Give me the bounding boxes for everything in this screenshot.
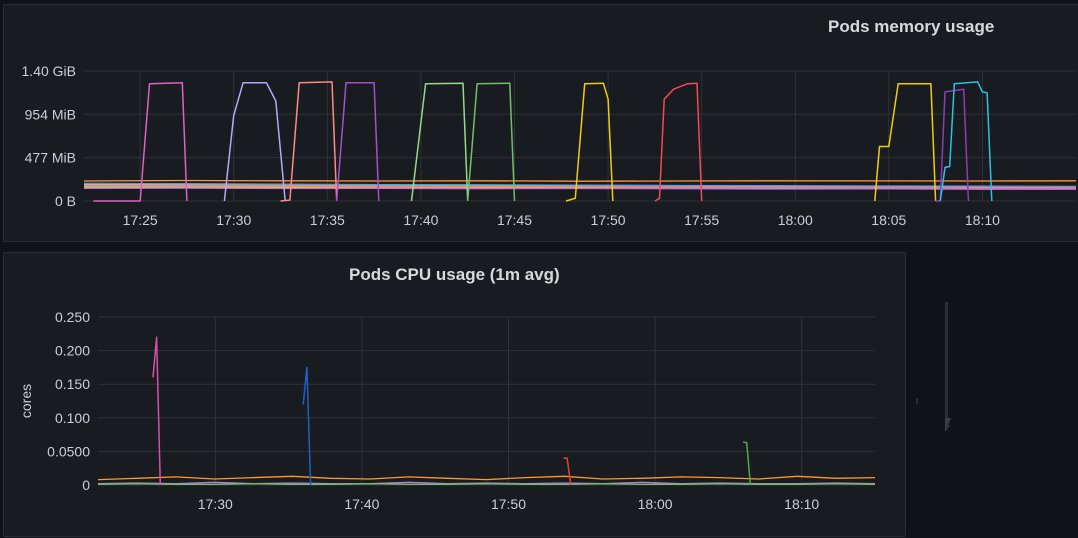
y-tick-label: 0.0500 xyxy=(47,443,90,459)
series-line[interactable] xyxy=(566,83,613,201)
series-line[interactable] xyxy=(655,83,702,201)
y-tick-label: 0 B xyxy=(55,193,76,209)
series-line[interactable] xyxy=(875,84,936,201)
x-tick-label: 18:00 xyxy=(638,496,673,512)
series-line[interactable] xyxy=(98,484,875,485)
series-line[interactable] xyxy=(303,367,310,485)
side-panel-fragment xyxy=(915,300,955,440)
y-tick-label: 0.200 xyxy=(55,343,90,359)
x-tick-label: 17:30 xyxy=(198,496,233,512)
y-tick-label: 0.250 xyxy=(55,309,90,325)
y-tick-label: 0.100 xyxy=(55,410,90,426)
x-tick-label: 17:50 xyxy=(491,496,526,512)
y-axis-label: cores xyxy=(18,384,34,418)
y-tick-label: 1.40 GiB xyxy=(22,63,76,79)
y-tick-label: 954 MiB xyxy=(25,106,76,122)
series-line[interactable] xyxy=(564,458,571,485)
series-line[interactable] xyxy=(468,83,515,201)
series-line[interactable] xyxy=(98,476,875,479)
x-tick-label: 17:25 xyxy=(123,212,158,228)
series-line[interactable] xyxy=(412,83,468,201)
x-tick-label: 17:35 xyxy=(310,212,345,228)
memory-usage-chart[interactable]: 0 B 477 MiB 954 MiB 1.40 GiB 17:25 17:30 17:35… xyxy=(4,5,1078,243)
series-line[interactable] xyxy=(281,82,337,201)
series-line[interactable] xyxy=(936,89,969,201)
x-tick-label: 18:05 xyxy=(871,212,906,228)
x-tick-label: 17:30 xyxy=(216,212,251,228)
x-tick-label: 18:10 xyxy=(965,212,1000,228)
x-tick-label: 17:40 xyxy=(403,212,438,228)
cpu-usage-chart[interactable]: 0 0.0500 0.100 0.150 0.200 0.250 17:30 17:40 17:… xyxy=(4,253,907,538)
y-tick-label: 0.150 xyxy=(55,376,90,392)
x-tick-label: 18:00 xyxy=(778,212,813,228)
x-tick-label: 17:45 xyxy=(497,212,532,228)
x-tick-label: 17:40 xyxy=(344,496,379,512)
series-line[interactable] xyxy=(337,83,379,201)
y-tick-label: 477 MiB xyxy=(25,150,76,166)
x-tick-label: 17:55 xyxy=(684,212,719,228)
x-tick-label: 18:10 xyxy=(784,496,819,512)
series-line[interactable] xyxy=(84,181,1076,182)
x-tick-label: 17:50 xyxy=(591,212,626,228)
y-tick-label: 0 xyxy=(82,477,90,493)
series-line[interactable] xyxy=(153,337,160,485)
